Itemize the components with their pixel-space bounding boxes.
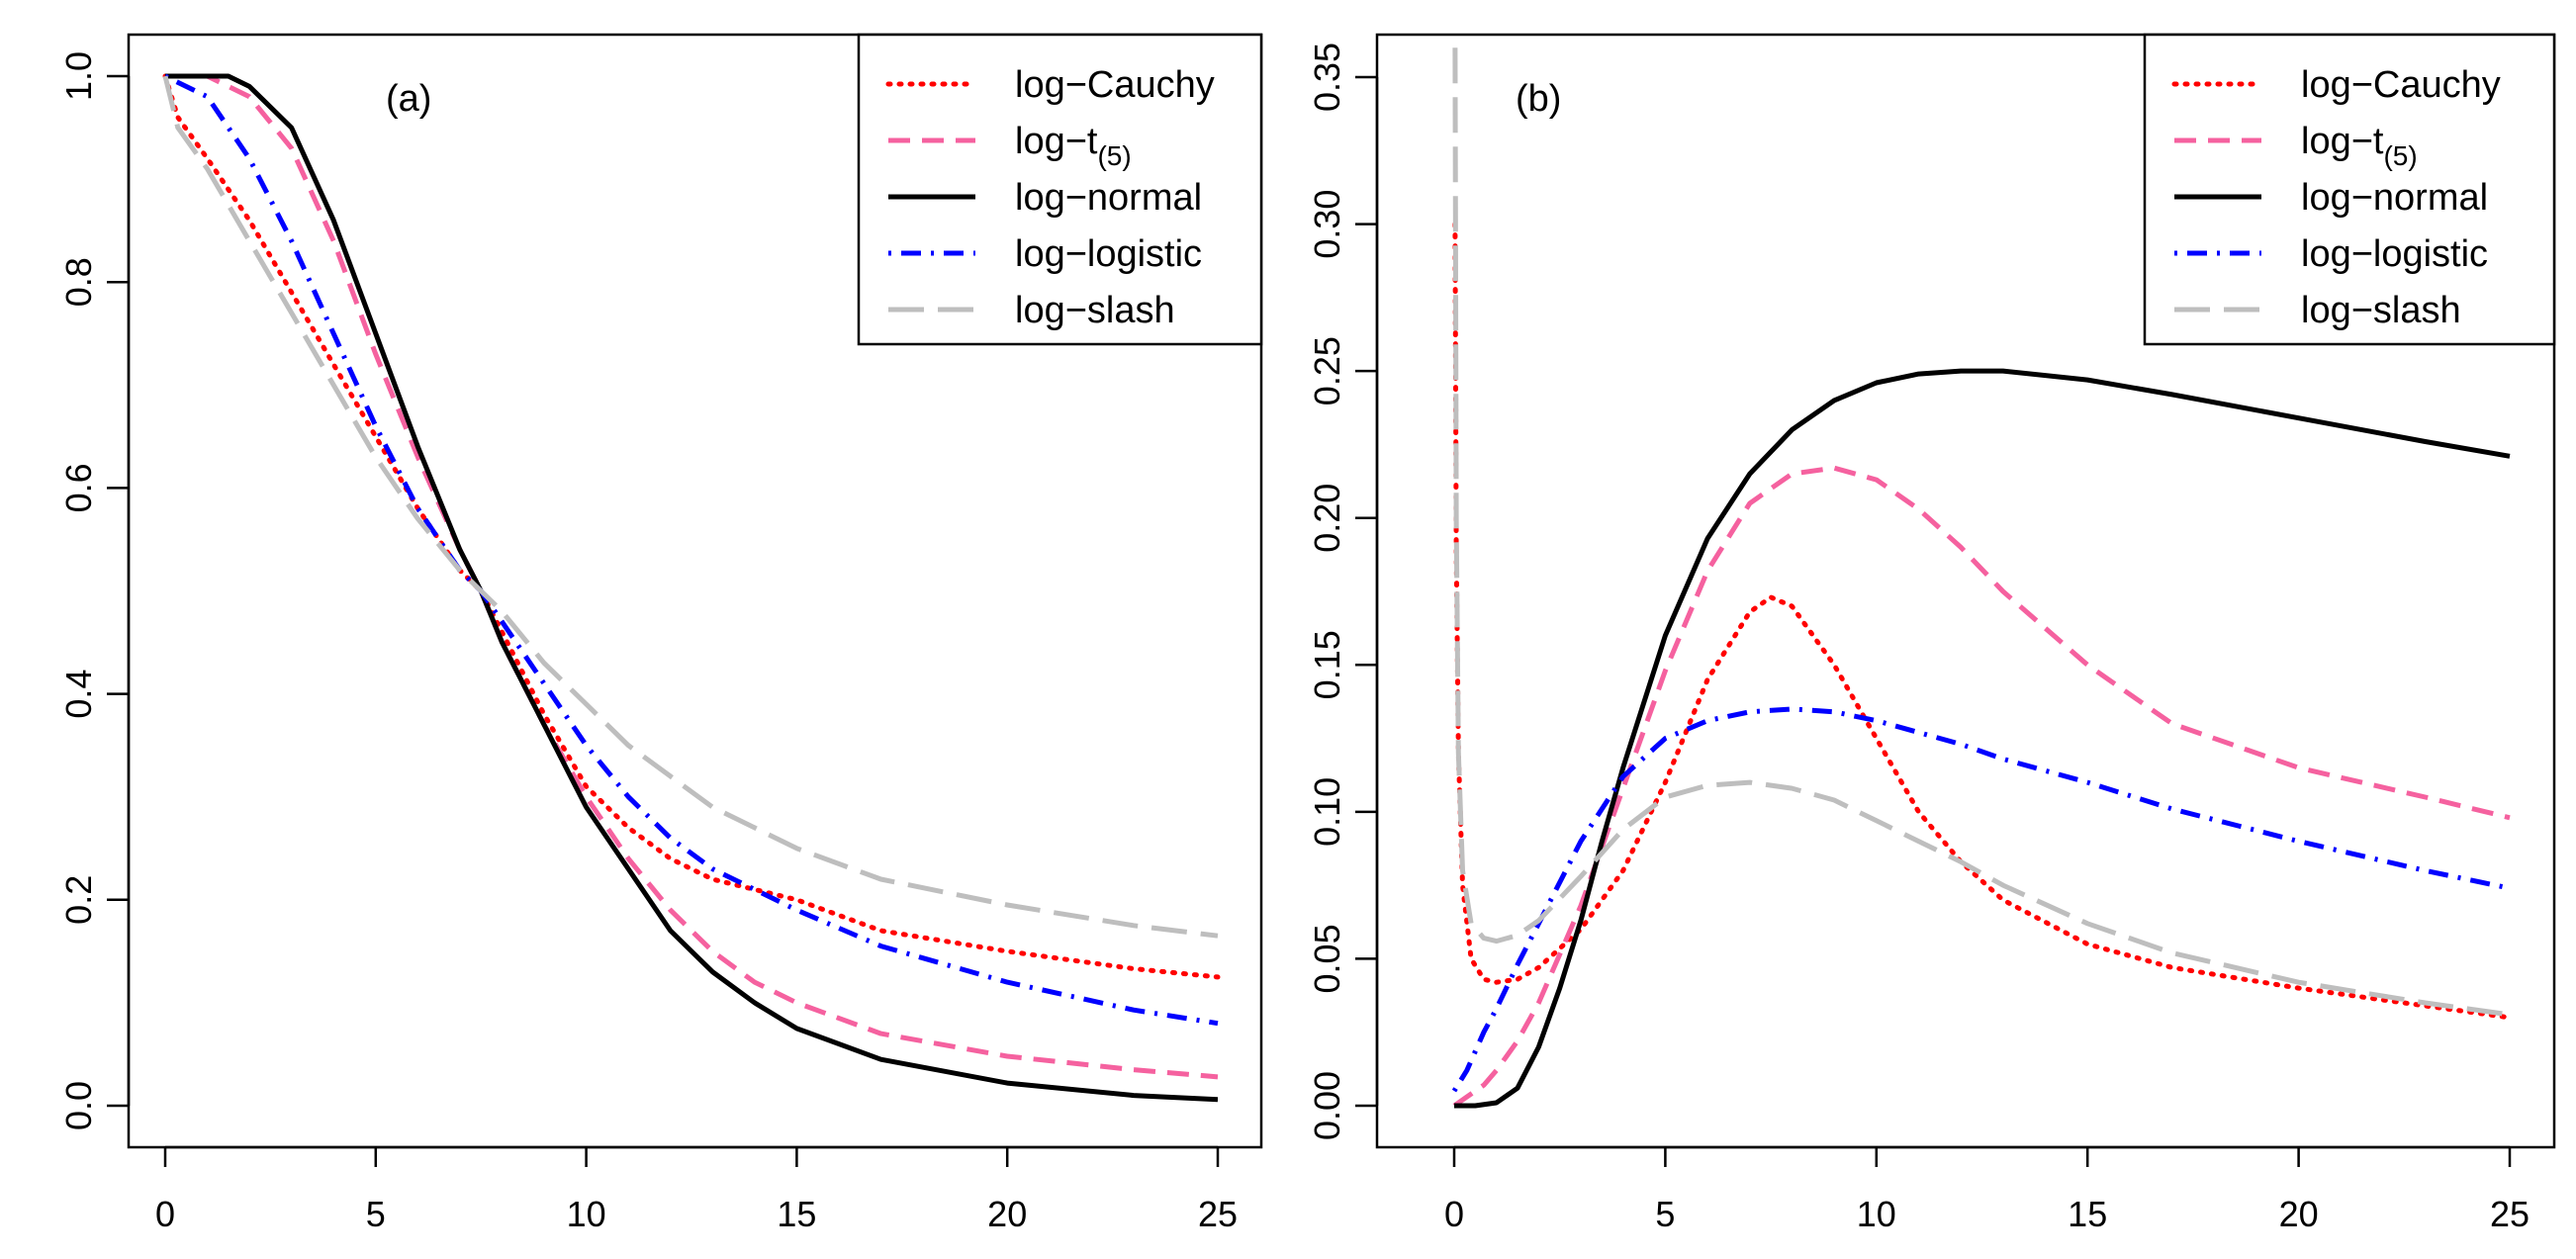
legend-label: log−logistic bbox=[2301, 233, 2488, 275]
legend-label: log−Cauchy bbox=[1015, 64, 1215, 106]
y-tick-label: 0.2 bbox=[58, 875, 99, 925]
x-tick-label: 10 bbox=[1857, 1194, 1896, 1234]
x-tick-label: 0 bbox=[1444, 1194, 1464, 1234]
y-tick-label: 0.10 bbox=[1307, 777, 1347, 847]
x-tick-label: 5 bbox=[366, 1194, 386, 1234]
x-tick-label: 25 bbox=[1198, 1194, 1238, 1234]
y-tick-label: 0.6 bbox=[58, 463, 99, 512]
legend-label: log−logistic bbox=[1015, 233, 1202, 275]
y-tick-label: 0.35 bbox=[1307, 43, 1347, 112]
x-tick-label: 25 bbox=[2490, 1194, 2530, 1234]
x-tick-label: 20 bbox=[2279, 1194, 2319, 1234]
y-tick-label: 0.4 bbox=[58, 670, 99, 719]
legend-label: log−normal bbox=[1015, 177, 1202, 219]
y-tick-label: 0.8 bbox=[58, 257, 99, 307]
x-tick-label: 10 bbox=[567, 1194, 606, 1234]
y-tick-label: 0.15 bbox=[1307, 630, 1347, 699]
legend-b: log−Cauchylog−t(5)log−normallog−logistic… bbox=[2145, 35, 2554, 344]
legend-label: log−slash bbox=[2301, 290, 2461, 331]
y-tick-label: 0.30 bbox=[1307, 190, 1347, 259]
y-tick-label: 0.0 bbox=[58, 1081, 99, 1130]
x-tick-label: 15 bbox=[2068, 1194, 2107, 1234]
y-tick-label: 0.05 bbox=[1307, 924, 1347, 993]
panel-label-a: (a) bbox=[386, 78, 431, 120]
x-tick-label: 5 bbox=[1655, 1194, 1675, 1234]
figure: 0.0 0.2 0.4 0.6 0.8 1.0 0 5 10 15 20 25 (a) log−Ca… bbox=[0, 0, 2576, 1259]
legend-a: log−Cauchylog−t(5)log−normallog−logistic… bbox=[859, 35, 1261, 344]
y-tick-label: 0.25 bbox=[1307, 336, 1347, 405]
legend-label: log−normal bbox=[2301, 177, 2488, 219]
x-tick-label: 0 bbox=[155, 1194, 175, 1234]
y-tick-label: 0.00 bbox=[1307, 1071, 1347, 1140]
legend-label: log−slash bbox=[1015, 290, 1175, 331]
x-tick-label: 15 bbox=[777, 1194, 816, 1234]
x-tick-label: 20 bbox=[987, 1194, 1027, 1234]
legend-label: log−Cauchy bbox=[2301, 64, 2501, 106]
legend-label-subscript: (5) bbox=[1097, 140, 1131, 171]
y-tick-label: 1.0 bbox=[58, 51, 99, 101]
legend-label-subscript: (5) bbox=[2383, 140, 2417, 171]
y-tick-label: 0.20 bbox=[1307, 484, 1347, 553]
panel-label-b: (b) bbox=[1516, 78, 1561, 120]
